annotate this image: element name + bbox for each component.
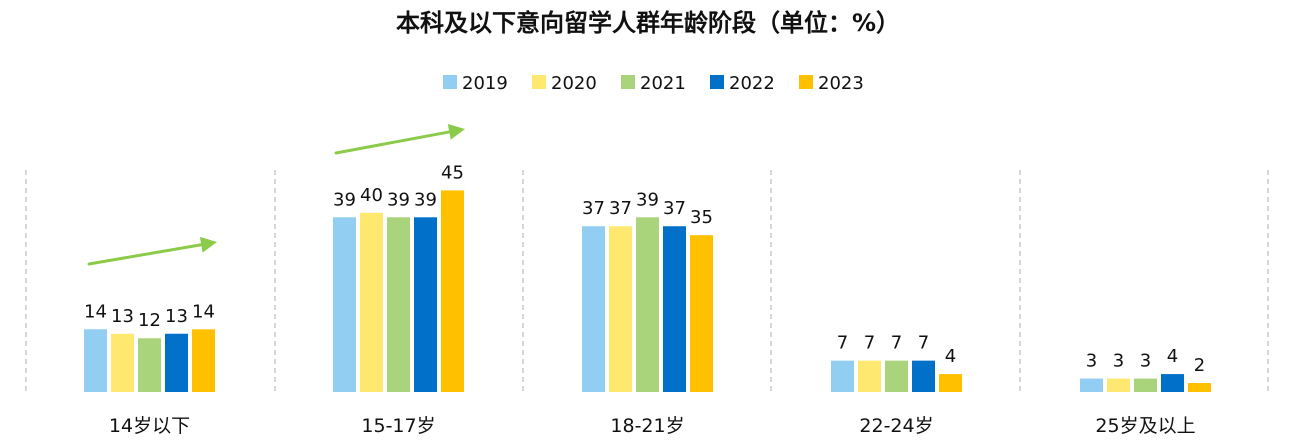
group-separators [25, 170, 1269, 392]
data-label: 39 [636, 189, 659, 210]
bar-2021-3 [885, 360, 908, 392]
data-label: 37 [609, 198, 632, 219]
data-label: 7 [891, 333, 902, 354]
data-label: 39 [387, 189, 410, 210]
legend-label-2021: 2021 [640, 73, 686, 94]
data-label: 40 [360, 185, 383, 206]
legend-label-2019: 2019 [462, 73, 508, 94]
legend-label-2022: 2022 [729, 73, 775, 94]
data-label: 13 [111, 306, 134, 327]
data-label: 45 [441, 162, 464, 183]
bar-2023-3 [939, 374, 962, 392]
data-label: 14 [192, 301, 215, 322]
bar-2023-1 [441, 190, 464, 392]
category-label: 25岁及以上 [1095, 415, 1195, 437]
bar-2020-4 [1107, 378, 1130, 392]
category-label: 22-24岁 [859, 415, 933, 437]
data-label: 7 [918, 333, 929, 354]
data-label: 4 [1167, 346, 1178, 367]
data-label: 12 [138, 310, 161, 331]
legend-label-2023: 2023 [818, 73, 864, 94]
chart-title: 本科及以下意向留学人群年龄阶段（单位：%） [396, 9, 900, 37]
bar-2022-1 [414, 217, 437, 392]
trend-arrow [334, 124, 465, 155]
bar-2019-3 [831, 360, 854, 392]
legend-swatch-2020 [532, 75, 546, 89]
bar-2020-3 [858, 360, 881, 392]
category-label: 14岁以下 [109, 415, 190, 437]
bar-2023-4 [1188, 383, 1211, 392]
bar-2021-1 [387, 217, 410, 392]
bar-2022-4 [1161, 374, 1184, 392]
legend-swatch-2021 [621, 75, 635, 89]
bar-2019-0 [84, 329, 107, 392]
bar-2021-2 [636, 217, 659, 392]
bar-2020-0 [111, 333, 134, 392]
category-label: 18-21岁 [610, 415, 684, 437]
legend-label-2020: 2020 [551, 73, 597, 94]
data-label: 7 [837, 333, 848, 354]
bar-2021-0 [138, 338, 161, 392]
data-label: 35 [690, 207, 713, 228]
trend-arrows [87, 124, 465, 266]
data-label: 13 [165, 306, 188, 327]
data-label: 37 [582, 198, 605, 219]
bar-2020-2 [609, 226, 632, 392]
data-label: 3 [1113, 351, 1124, 372]
bar-2019-1 [333, 217, 356, 392]
bar-2021-4 [1134, 378, 1157, 392]
category-label: 15-17岁 [361, 415, 435, 437]
data-label: 3 [1086, 351, 1097, 372]
data-label: 39 [333, 189, 356, 210]
bar-2020-1 [360, 212, 383, 392]
bar-2019-4 [1080, 378, 1103, 392]
legend-swatch-2023 [799, 75, 813, 89]
data-label: 37 [663, 198, 686, 219]
trend-arrow [87, 236, 217, 266]
data-label: 2 [1194, 355, 1205, 376]
legend-swatch-2019 [443, 75, 457, 89]
bar-2023-0 [192, 329, 215, 392]
category-labels: 14岁以下 15-17岁 18-21岁 22-24岁 25岁及以上 [109, 415, 1196, 437]
legend-swatch-2022 [710, 75, 724, 89]
data-label: 4 [945, 346, 956, 367]
bar-2022-0 [165, 333, 188, 392]
bars [84, 190, 1211, 392]
bar-2022-3 [912, 360, 935, 392]
legend: 2019 2020 2021 2022 2023 [443, 73, 864, 94]
bar-2022-2 [663, 226, 686, 392]
data-label: 7 [864, 333, 875, 354]
data-label: 3 [1140, 351, 1151, 372]
bar-2019-2 [582, 226, 605, 392]
data-label: 39 [414, 189, 437, 210]
bar-2023-2 [690, 235, 713, 392]
data-label: 14 [84, 301, 107, 322]
